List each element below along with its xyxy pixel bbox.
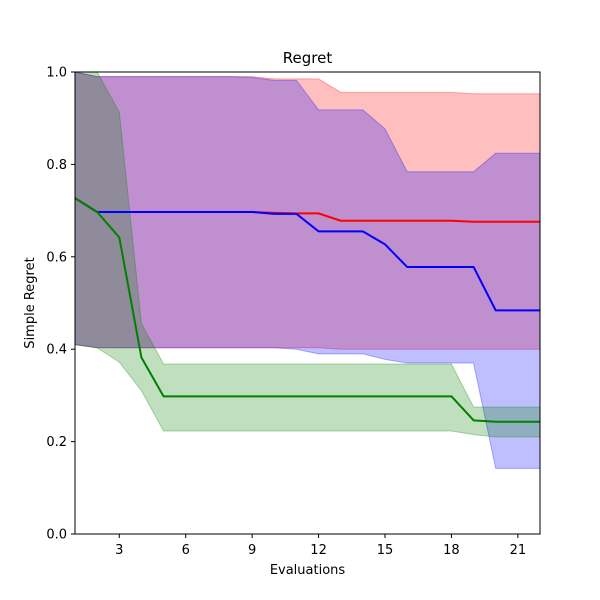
y-tick-label: 1.0 xyxy=(46,66,67,81)
x-axis-title: Evaluations xyxy=(270,563,346,578)
y-axis-title: Simple Regret xyxy=(23,257,38,348)
plot-frame xyxy=(74,71,541,535)
x-tick-label: 9 xyxy=(248,543,256,558)
y-axis: 0.0 0.2 0.4 0.6 0.8 1.0 xyxy=(46,66,75,543)
y-tick-label: 0.8 xyxy=(46,158,67,173)
x-tick-label: 21 xyxy=(510,543,527,558)
band-series-2 xyxy=(75,72,540,469)
x-tick-label: 18 xyxy=(443,543,460,558)
x-axis: 3 6 9 12 15 18 21 xyxy=(115,534,526,558)
band-series-1 xyxy=(75,72,540,350)
y-tick-label: 0.0 xyxy=(46,528,67,543)
confidence-bands xyxy=(75,72,540,469)
x-tick-label: 15 xyxy=(377,543,394,558)
band-series-3 xyxy=(75,72,540,438)
line-series-2 xyxy=(75,197,540,312)
y-tick-label: 0.6 xyxy=(46,250,67,265)
y-tick-label: 0.2 xyxy=(46,435,67,450)
x-tick-label: 12 xyxy=(310,543,327,558)
y-tick-label: 0.4 xyxy=(46,343,67,358)
chart-title: Regret xyxy=(283,49,333,67)
x-tick-label: 6 xyxy=(182,543,190,558)
series-lines xyxy=(75,197,540,423)
line-series-3 xyxy=(75,197,540,423)
x-tick-label: 3 xyxy=(115,543,123,558)
